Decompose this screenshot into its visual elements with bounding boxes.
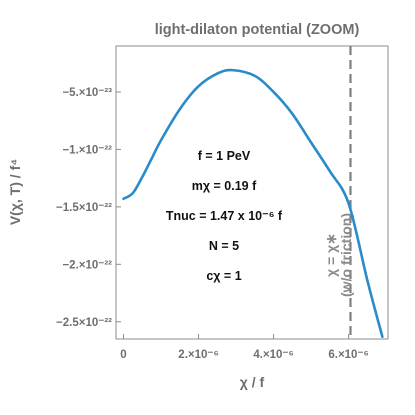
annotation-f: f = 1 PeV: [198, 149, 251, 163]
annotation-c: cχ = 1: [206, 269, 241, 283]
x-tick-label: 2.×10⁻⁶: [178, 349, 218, 361]
x-axis-label: χ / f: [240, 374, 265, 390]
y-tick-label: −2.×10⁻²²: [62, 259, 112, 271]
y-axis-ticks: −5.×10⁻²³ −1.×10⁻²² −1.5×10⁻²² −2.×10⁻²² −2.…: [56, 87, 121, 329]
annotation-tnuc: Tnuc = 1.47 x 10⁻⁶ f: [166, 209, 283, 223]
plot-frame: [115, 45, 389, 340]
annotation-mass: mχ = 0.19 f: [192, 179, 257, 193]
y-tick-label: −2.5×10⁻²²: [56, 317, 112, 329]
chi-star-label: χ = χ∗: [323, 233, 339, 277]
y-tick-label: −1.×10⁻²²: [62, 144, 112, 156]
x-tick-label: 6.×10⁻⁶: [328, 349, 368, 361]
y-tick-label: −1.5×10⁻²²: [56, 202, 112, 214]
annotation-n: N = 5: [209, 239, 239, 253]
potential-curve: [122, 68, 384, 338]
x-tick-label: 4.×10⁻⁶: [253, 349, 293, 361]
chi-star-sublabel: (w/o friction): [338, 213, 354, 297]
y-axis-label: V(χ, T) / f⁴: [7, 159, 23, 225]
x-axis-ticks: 0 2.×10⁻⁶ 4.×10⁻⁶ 6.×10⁻⁶: [120, 334, 369, 361]
chart-title: light-dilaton potential (ZOOM): [155, 22, 360, 38]
x-tick-label: 0: [120, 349, 126, 361]
y-tick-label: −5.×10⁻²³: [62, 87, 112, 99]
